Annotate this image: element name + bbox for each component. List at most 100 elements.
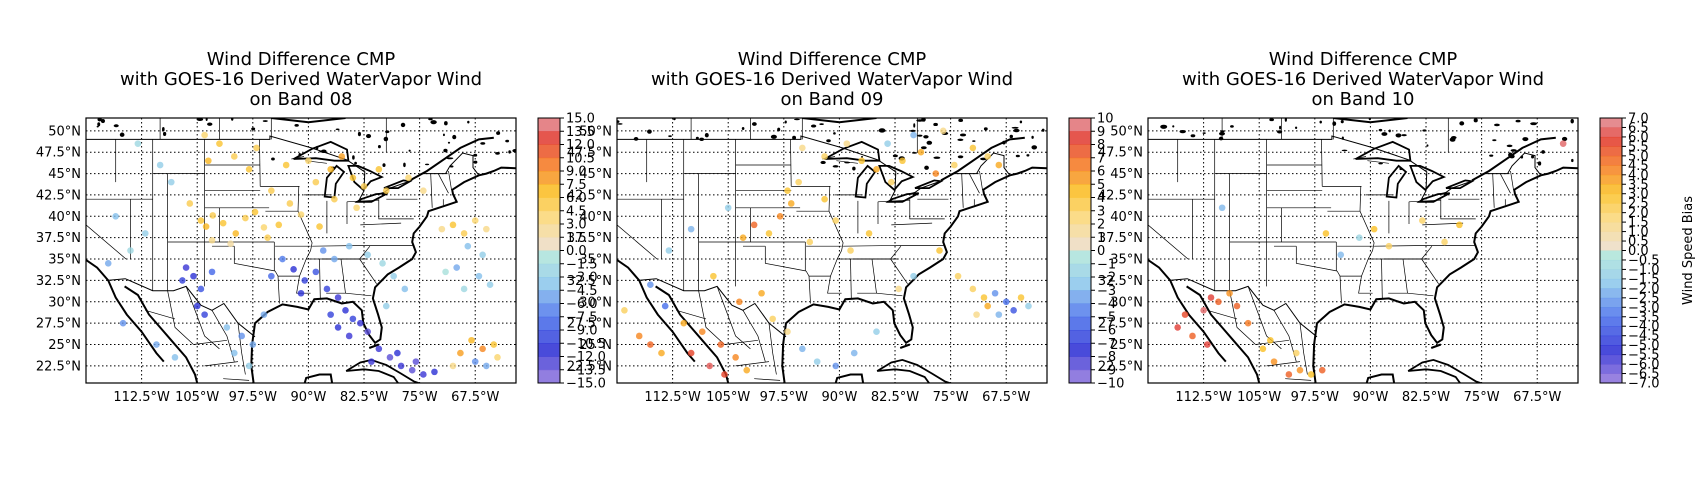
data-point — [706, 362, 713, 370]
data-point — [112, 213, 119, 220]
colorbar-tick-label: −3.5 — [1628, 310, 1660, 325]
data-point — [1318, 366, 1326, 374]
data-point — [736, 298, 743, 306]
colorbar-tick-label: 13.5 — [566, 125, 595, 140]
data-point — [647, 281, 654, 288]
colorbar-tick-label: −2.5 — [1628, 291, 1660, 306]
y-tick-label: 40°N — [1110, 210, 1143, 225]
title-line: Wind Difference CMP — [1268, 49, 1458, 70]
data-point — [275, 221, 283, 229]
data-point — [338, 153, 346, 160]
colorbar-tick-label: 10.5 — [566, 151, 595, 166]
colorbar-tick-label: 7.0 — [1628, 112, 1649, 127]
data-point — [464, 242, 472, 250]
colorbar-label: Wind Speed Bias — [1681, 196, 1696, 305]
x-tick-label: 112.5°W — [113, 390, 170, 405]
data-point — [442, 268, 449, 276]
data-point — [142, 230, 149, 237]
gridlines — [617, 118, 1047, 383]
data-point — [193, 302, 201, 310]
data-point — [1204, 341, 1211, 348]
data-point — [769, 315, 776, 323]
wind-bias-points — [621, 127, 1032, 378]
y-tick-label: 35°N — [579, 253, 612, 268]
colorbar-tick-label: −6.5 — [1628, 367, 1660, 382]
y-tick-label: 50°N — [579, 124, 612, 139]
data-point — [687, 225, 695, 233]
colorbar-tick-label: −4.0 — [1628, 320, 1660, 335]
map-panel-2: 112.5°W 105°W 97.5°W 90°W 82.5°W 75°W 67.5°W 50… — [567, 117, 1048, 405]
data-point — [323, 285, 331, 293]
data-point — [319, 247, 327, 254]
data-point — [899, 157, 906, 165]
y-tick-label: 30°N — [1110, 295, 1143, 310]
data-point — [1200, 307, 1207, 314]
data-point — [156, 161, 164, 169]
data-point — [245, 362, 253, 370]
data-point — [331, 195, 338, 203]
data-point — [721, 371, 728, 378]
colorbar-tick-label: −6 — [1097, 324, 1116, 339]
data-point — [895, 285, 903, 293]
y-tick-label: 27.5°N — [36, 317, 81, 332]
data-point — [301, 277, 309, 284]
data-point — [910, 272, 917, 280]
data-point — [858, 157, 865, 165]
colorbar-tick-label: 15.0 — [566, 112, 595, 127]
data-point — [190, 272, 197, 280]
colorbar-tick-label: −4.5 — [1628, 329, 1660, 344]
data-point — [1244, 319, 1252, 327]
data-point — [888, 178, 895, 186]
data-point — [969, 144, 977, 152]
colorbar-tick-label: −0.5 — [1628, 253, 1660, 268]
data-point — [799, 144, 806, 152]
data-point — [784, 187, 791, 194]
data-point — [279, 255, 286, 263]
data-point — [1226, 289, 1233, 297]
data-point — [420, 371, 427, 378]
data-point — [486, 281, 494, 288]
colorbar-tick-label: 7.5 — [566, 178, 587, 193]
data-point — [936, 247, 943, 254]
y-tick-label: 47.5°N — [567, 146, 612, 161]
data-point — [408, 366, 416, 374]
data-point — [475, 272, 483, 280]
data-point — [438, 225, 446, 233]
data-point — [1370, 225, 1378, 233]
data-point — [345, 332, 353, 340]
data-point — [230, 349, 238, 357]
title-line: Wind Difference CMP — [737, 49, 927, 70]
data-point — [286, 200, 294, 207]
data-point — [1355, 234, 1363, 241]
data-point — [795, 178, 802, 186]
data-point — [832, 362, 840, 370]
y-tick-label: 47.5°N — [1098, 146, 1143, 161]
y-tick-label: 32.5°N — [36, 274, 81, 289]
y-tick-label: 50°N — [48, 124, 81, 139]
x-tick-label: 105°W — [1237, 390, 1281, 405]
data-point — [357, 319, 364, 327]
data-point — [973, 311, 980, 318]
colorbar-tick-label: −5 — [1097, 310, 1116, 325]
data-point — [1292, 349, 1300, 357]
colorbar-tick-label: 4 — [1097, 191, 1105, 206]
data-point — [873, 328, 880, 336]
colorbar-tick-label: 12.0 — [566, 138, 595, 153]
colorbar-tick-label: −4.5 — [566, 284, 598, 299]
data-point — [750, 221, 758, 229]
data-point — [1456, 221, 1463, 229]
state-boundaries — [86, 118, 452, 381]
data-point — [197, 217, 205, 224]
data-point — [202, 223, 210, 230]
data-point — [342, 307, 349, 314]
data-point — [843, 140, 851, 147]
data-point — [460, 230, 468, 237]
data-point — [951, 161, 958, 169]
data-point — [1296, 366, 1304, 374]
data-point — [327, 311, 334, 318]
colorbar-tick-label: −1.5 — [1628, 272, 1660, 287]
wind-bias-points — [104, 131, 501, 378]
data-point — [420, 187, 427, 194]
data-point — [873, 165, 880, 173]
